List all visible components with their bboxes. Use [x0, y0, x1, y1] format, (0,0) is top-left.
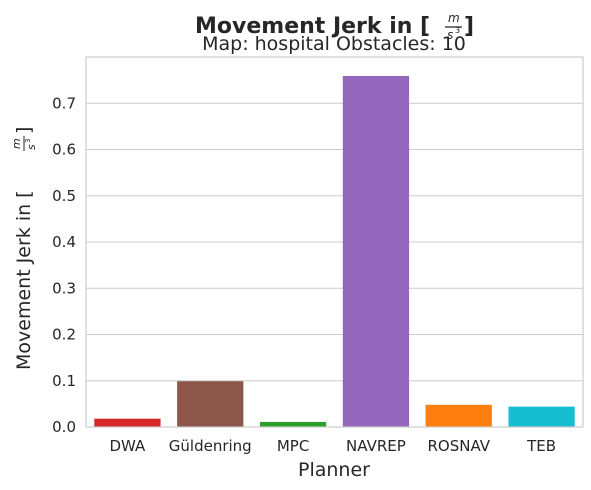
ylabel-unit-numerator: m [10, 138, 23, 149]
y-tick-labels: 0.0 0.1 0.2 0.3 0.4 0.5 0.6 0.7 [52, 94, 76, 436]
x-tick-labels: DWA Güldenring MPC NAVREP ROSNAV TEB [110, 437, 557, 455]
y-tick-label: 0.7 [52, 94, 76, 112]
x-axis-label: Planner [298, 459, 370, 481]
y-axis-label-suffix: ] [13, 127, 35, 134]
x-tick-label: Güldenring [169, 437, 252, 455]
bar-dwa [94, 418, 161, 427]
x-tick-label: MPC [277, 437, 309, 455]
bar-teb [508, 406, 575, 427]
title-unit-denominator: s [447, 28, 453, 42]
y-tick-label: 0.2 [52, 326, 76, 344]
y-axis-label: Movement Jerk in [ m s 3 ] [10, 127, 38, 370]
bars [94, 75, 575, 428]
chart-title-suffix: ] [464, 14, 474, 39]
gridlines [86, 102, 583, 382]
bar-navrep [342, 75, 410, 428]
ylabel-unit-exponent: 3 [24, 139, 32, 143]
y-tick-label: 0.1 [52, 372, 76, 390]
y-tick-label: 0.4 [52, 233, 76, 251]
y-axis-label-text: Movement Jerk in [ [13, 190, 35, 370]
chart-subtitle: Map: hospital Obstacles: 10 [202, 33, 466, 55]
y-tick-label: 0.5 [52, 187, 76, 205]
ylabel-unit-denominator: s [25, 144, 38, 150]
bar-mpc [259, 421, 327, 427]
title-unit-numerator: m [448, 11, 460, 25]
bar-rosnav [425, 404, 492, 427]
bar-g-ldenring [177, 381, 244, 427]
y-tick-label: 0.0 [52, 418, 76, 436]
plot-frame [85, 56, 584, 428]
title-unit-exponent: 3 [455, 26, 460, 35]
x-tick-label: ROSNAV [427, 437, 490, 455]
chart-title: Movement Jerk in [ m s 3 ] [195, 11, 474, 42]
x-tick-label: NAVREP [346, 437, 406, 455]
chart-title-text: Movement Jerk in [ [195, 14, 430, 39]
y-tick-label: 0.6 [52, 141, 76, 159]
y-tick-label: 0.3 [52, 279, 76, 297]
x-tick-label: DWA [110, 437, 147, 455]
x-tick-label: TEB [526, 437, 556, 455]
